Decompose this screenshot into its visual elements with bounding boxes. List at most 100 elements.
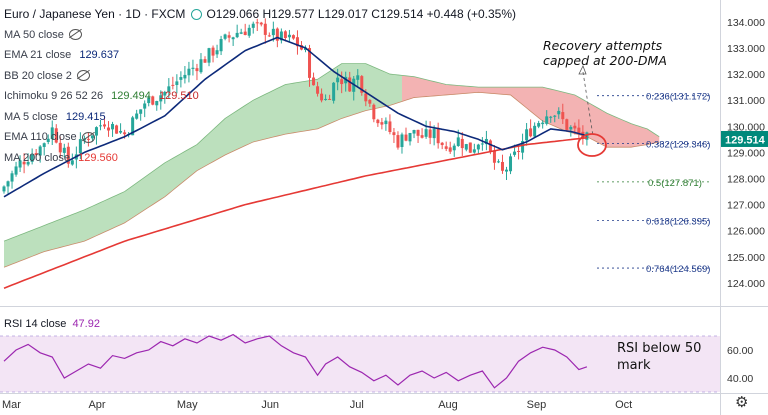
candle-body <box>255 22 259 24</box>
price-axis: 134.000 133.000 132.000 131.000 130.000 129.0… <box>721 17 768 385</box>
fib-label-bg-4 <box>644 262 718 273</box>
candle-body <box>332 82 336 101</box>
legend-value: 129.494 <box>108 90 151 102</box>
x-tick-label: Jun <box>261 399 279 411</box>
legend-label: MA 5 close <box>4 110 58 123</box>
legend-label: MA 50 close <box>4 28 64 41</box>
candle-body <box>492 150 496 163</box>
candle-body <box>384 120 388 125</box>
candle-body <box>545 116 549 124</box>
rsi-label: RSI 14 close <box>4 318 67 330</box>
candle-body <box>42 143 46 147</box>
legend-row-5[interactable]: EMA 110 close <box>4 127 516 148</box>
candle-body <box>376 119 380 124</box>
legend-label: MA 200 close <box>4 151 71 164</box>
candle-body <box>207 48 211 63</box>
candle-body <box>537 123 541 127</box>
candle-body <box>239 32 243 34</box>
legend-row-6[interactable]: MA 200 close 129.560 <box>4 148 516 169</box>
gear-icon[interactable]: ⚙ <box>735 394 749 411</box>
y-tick-label: 133.000 <box>727 43 765 55</box>
candle-body <box>259 22 263 25</box>
candle-body <box>287 34 291 38</box>
candle-body <box>549 116 553 118</box>
rsi-tick-label: 60.00 <box>727 345 753 357</box>
eye-hidden-icon[interactable] <box>68 29 82 41</box>
candle-body <box>131 117 135 136</box>
legend-label: EMA 110 close <box>4 131 77 143</box>
candle-body <box>62 147 66 153</box>
candle-body <box>328 98 332 100</box>
legend-row-2[interactable]: BB 20 close 2 <box>4 66 516 87</box>
fib-label-bg-2 <box>646 176 710 187</box>
symbol-header[interactable]: Euro / Japanese Yen · 1D · FXCM O129.066 … <box>4 4 516 25</box>
candle-body <box>26 162 30 165</box>
candle-body <box>227 35 231 38</box>
candle-body <box>139 109 143 114</box>
candle-body <box>111 123 115 130</box>
rsi-band <box>0 336 720 392</box>
y-tick-label: 129.000 <box>727 147 765 159</box>
candle-body <box>312 77 316 86</box>
legend-row-1[interactable]: EMA 21 close 129.637 <box>4 45 516 66</box>
candle-body <box>123 132 127 135</box>
rsi-panel <box>0 333 720 393</box>
candle-body <box>464 144 468 150</box>
candle-body <box>460 138 464 149</box>
candle-body <box>440 142 444 146</box>
candle-body <box>316 86 320 94</box>
candle-body <box>291 35 295 39</box>
candle-body <box>585 132 589 140</box>
last-price-label: 129.514 <box>725 134 766 146</box>
candle-body <box>58 142 62 153</box>
x-tick-label: Jul <box>350 399 364 411</box>
x-tick-label: Apr <box>88 399 105 411</box>
candle-body <box>231 37 235 40</box>
candle-body <box>480 143 484 145</box>
indicator-lines <box>3 36 588 289</box>
candle-body <box>484 138 488 145</box>
eye-hidden-icon[interactable] <box>76 70 90 82</box>
candle-body <box>517 150 521 152</box>
y-tick-label: 125.000 <box>727 252 765 264</box>
candle-body <box>243 31 247 36</box>
legend-row-3[interactable]: Ichimoku 9 26 52 26 129.494 129.510 <box>4 86 516 107</box>
fib-label-2: 0.5(127.871) <box>648 178 702 189</box>
candle-body <box>171 84 175 86</box>
chart-annotations <box>577 65 607 157</box>
ma200-line <box>3 137 587 289</box>
eye-hidden-icon[interactable] <box>81 131 95 143</box>
candle-body <box>533 125 537 137</box>
rsi-legend[interactable]: RSI 14 close 47.92 <box>4 318 100 330</box>
candle-body <box>476 144 480 150</box>
candle-body <box>223 34 227 39</box>
y-tick-label: 127.000 <box>727 200 765 212</box>
y-tick-label: 126.000 <box>727 226 765 238</box>
candle-body <box>187 68 191 76</box>
y-tick-label: 132.000 <box>727 69 765 81</box>
candle-body <box>521 141 525 153</box>
candle-body <box>448 147 452 152</box>
candle-body <box>103 124 106 127</box>
candle-body <box>525 129 529 141</box>
candle-body <box>46 138 50 143</box>
y-tick-label: 128.000 <box>727 174 765 186</box>
x-tick-label: Aug <box>438 399 458 411</box>
fib-label-4: 0.764(124.569) <box>646 264 710 275</box>
fib-label-0: 0.236(131.172) <box>646 92 710 103</box>
time-axis: Mar Apr May Jun Jul Aug Sep Oct <box>2 399 632 411</box>
candle-body <box>356 75 360 80</box>
candle-body <box>452 145 456 151</box>
symbol-title[interactable]: Euro / Japanese Yen · 1D · FXCM <box>4 7 186 21</box>
legend-row-4[interactable]: MA 5 close 129.415 <box>4 107 516 128</box>
candle-body <box>424 129 428 137</box>
candle-body <box>247 27 251 36</box>
candle-body <box>320 93 324 101</box>
candle-body <box>488 140 492 152</box>
x-tick-label: Sep <box>527 399 547 411</box>
legend-row-0[interactable]: MA 50 close <box>4 25 516 46</box>
legend-label: EMA 21 close <box>4 49 72 61</box>
candle-body <box>251 23 255 28</box>
